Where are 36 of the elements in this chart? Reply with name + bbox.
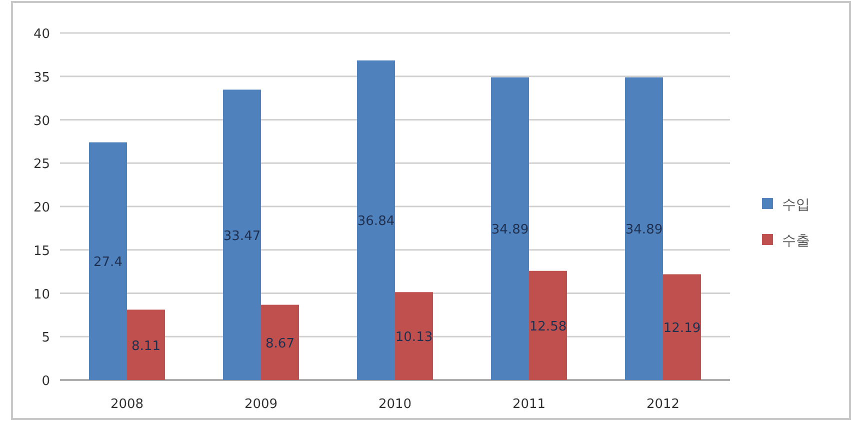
x-tick-label: 2008 — [110, 397, 144, 412]
data-label: 27.4 — [94, 255, 122, 270]
data-label: 36.84 — [357, 214, 395, 230]
bar — [261, 304, 299, 380]
y-tick-label: 25 — [33, 157, 50, 172]
data-label: 10.13 — [395, 330, 433, 346]
x-tick-label: 2010 — [378, 397, 412, 412]
y-tick-label: 15 — [33, 244, 50, 259]
data-label: 33.47 — [223, 228, 261, 244]
data-label: 34.89 — [625, 222, 663, 238]
y-tick-label: 40 — [33, 27, 50, 42]
x-tick-label: 2011 — [512, 397, 546, 412]
bar — [127, 310, 165, 380]
bar — [625, 77, 663, 380]
y-tick-label: 5 — [42, 330, 50, 346]
data-label: 12.19 — [663, 321, 701, 336]
bar — [529, 270, 567, 380]
y-tick-label: 30 — [33, 114, 50, 129]
y-tick-label: 0 — [42, 374, 50, 389]
data-label: 8.67 — [266, 336, 294, 352]
x-tick-label: 2009 — [244, 397, 278, 412]
legend-label: 수입 — [782, 197, 810, 213]
bar — [491, 77, 529, 380]
bar — [357, 60, 395, 380]
data-label: 12.58 — [529, 319, 567, 334]
y-tick-label: 35 — [33, 70, 50, 86]
y-tick-label: 20 — [33, 200, 50, 216]
data-label: 34.89 — [491, 222, 529, 238]
x-tick-label: 2012 — [646, 397, 680, 412]
bar — [223, 90, 261, 380]
bar — [663, 274, 701, 380]
bar — [89, 142, 127, 380]
y-tick-label: 10 — [33, 287, 50, 302]
legend-label: 수출 — [782, 233, 810, 249]
data-label: 8.11 — [132, 338, 160, 354]
bar — [395, 292, 433, 380]
